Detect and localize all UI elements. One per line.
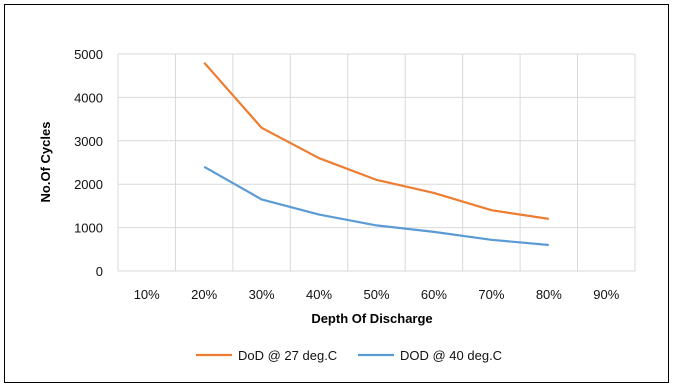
y-axis-title: No.Of Cycles xyxy=(38,122,53,203)
legend: DoD @ 27 deg.C DOD @ 40 deg.C xyxy=(196,348,502,363)
x-tick-label: 50% xyxy=(363,287,389,302)
gridlines xyxy=(117,53,636,272)
legend-entry: DoD @ 27 deg.C xyxy=(238,348,337,363)
x-tick-label: 70% xyxy=(478,287,504,302)
x-tick-label: 30% xyxy=(249,287,275,302)
y-tick-label: 1000 xyxy=(74,221,103,236)
x-tick-label: 10% xyxy=(134,287,160,302)
y-tick-label: 5000 xyxy=(74,47,103,62)
x-tick-label: 20% xyxy=(191,287,217,302)
chart-frame xyxy=(4,4,669,383)
x-tick-labels: 10% 20% 30% 40% 50% 60% 70% 80% 90% xyxy=(134,287,620,302)
y-tick-label: 0 xyxy=(96,264,103,279)
legend-entry: DOD @ 40 deg.C xyxy=(400,348,502,363)
x-tick-label: 80% xyxy=(536,287,562,302)
y-tick-label: 4000 xyxy=(74,90,103,105)
x-axis-title: Depth Of Discharge xyxy=(311,311,432,326)
x-tick-label: 40% xyxy=(306,287,332,302)
series-line-2 xyxy=(203,165,549,247)
series-layer xyxy=(203,61,549,247)
x-tick-label: 60% xyxy=(421,287,447,302)
series-line-1 xyxy=(203,61,549,220)
y-tick-labels: 0 1000 2000 3000 4000 5000 xyxy=(74,47,103,279)
y-tick-label: 3000 xyxy=(74,134,103,149)
y-tick-label: 2000 xyxy=(74,177,103,192)
x-tick-label: 90% xyxy=(593,287,619,302)
